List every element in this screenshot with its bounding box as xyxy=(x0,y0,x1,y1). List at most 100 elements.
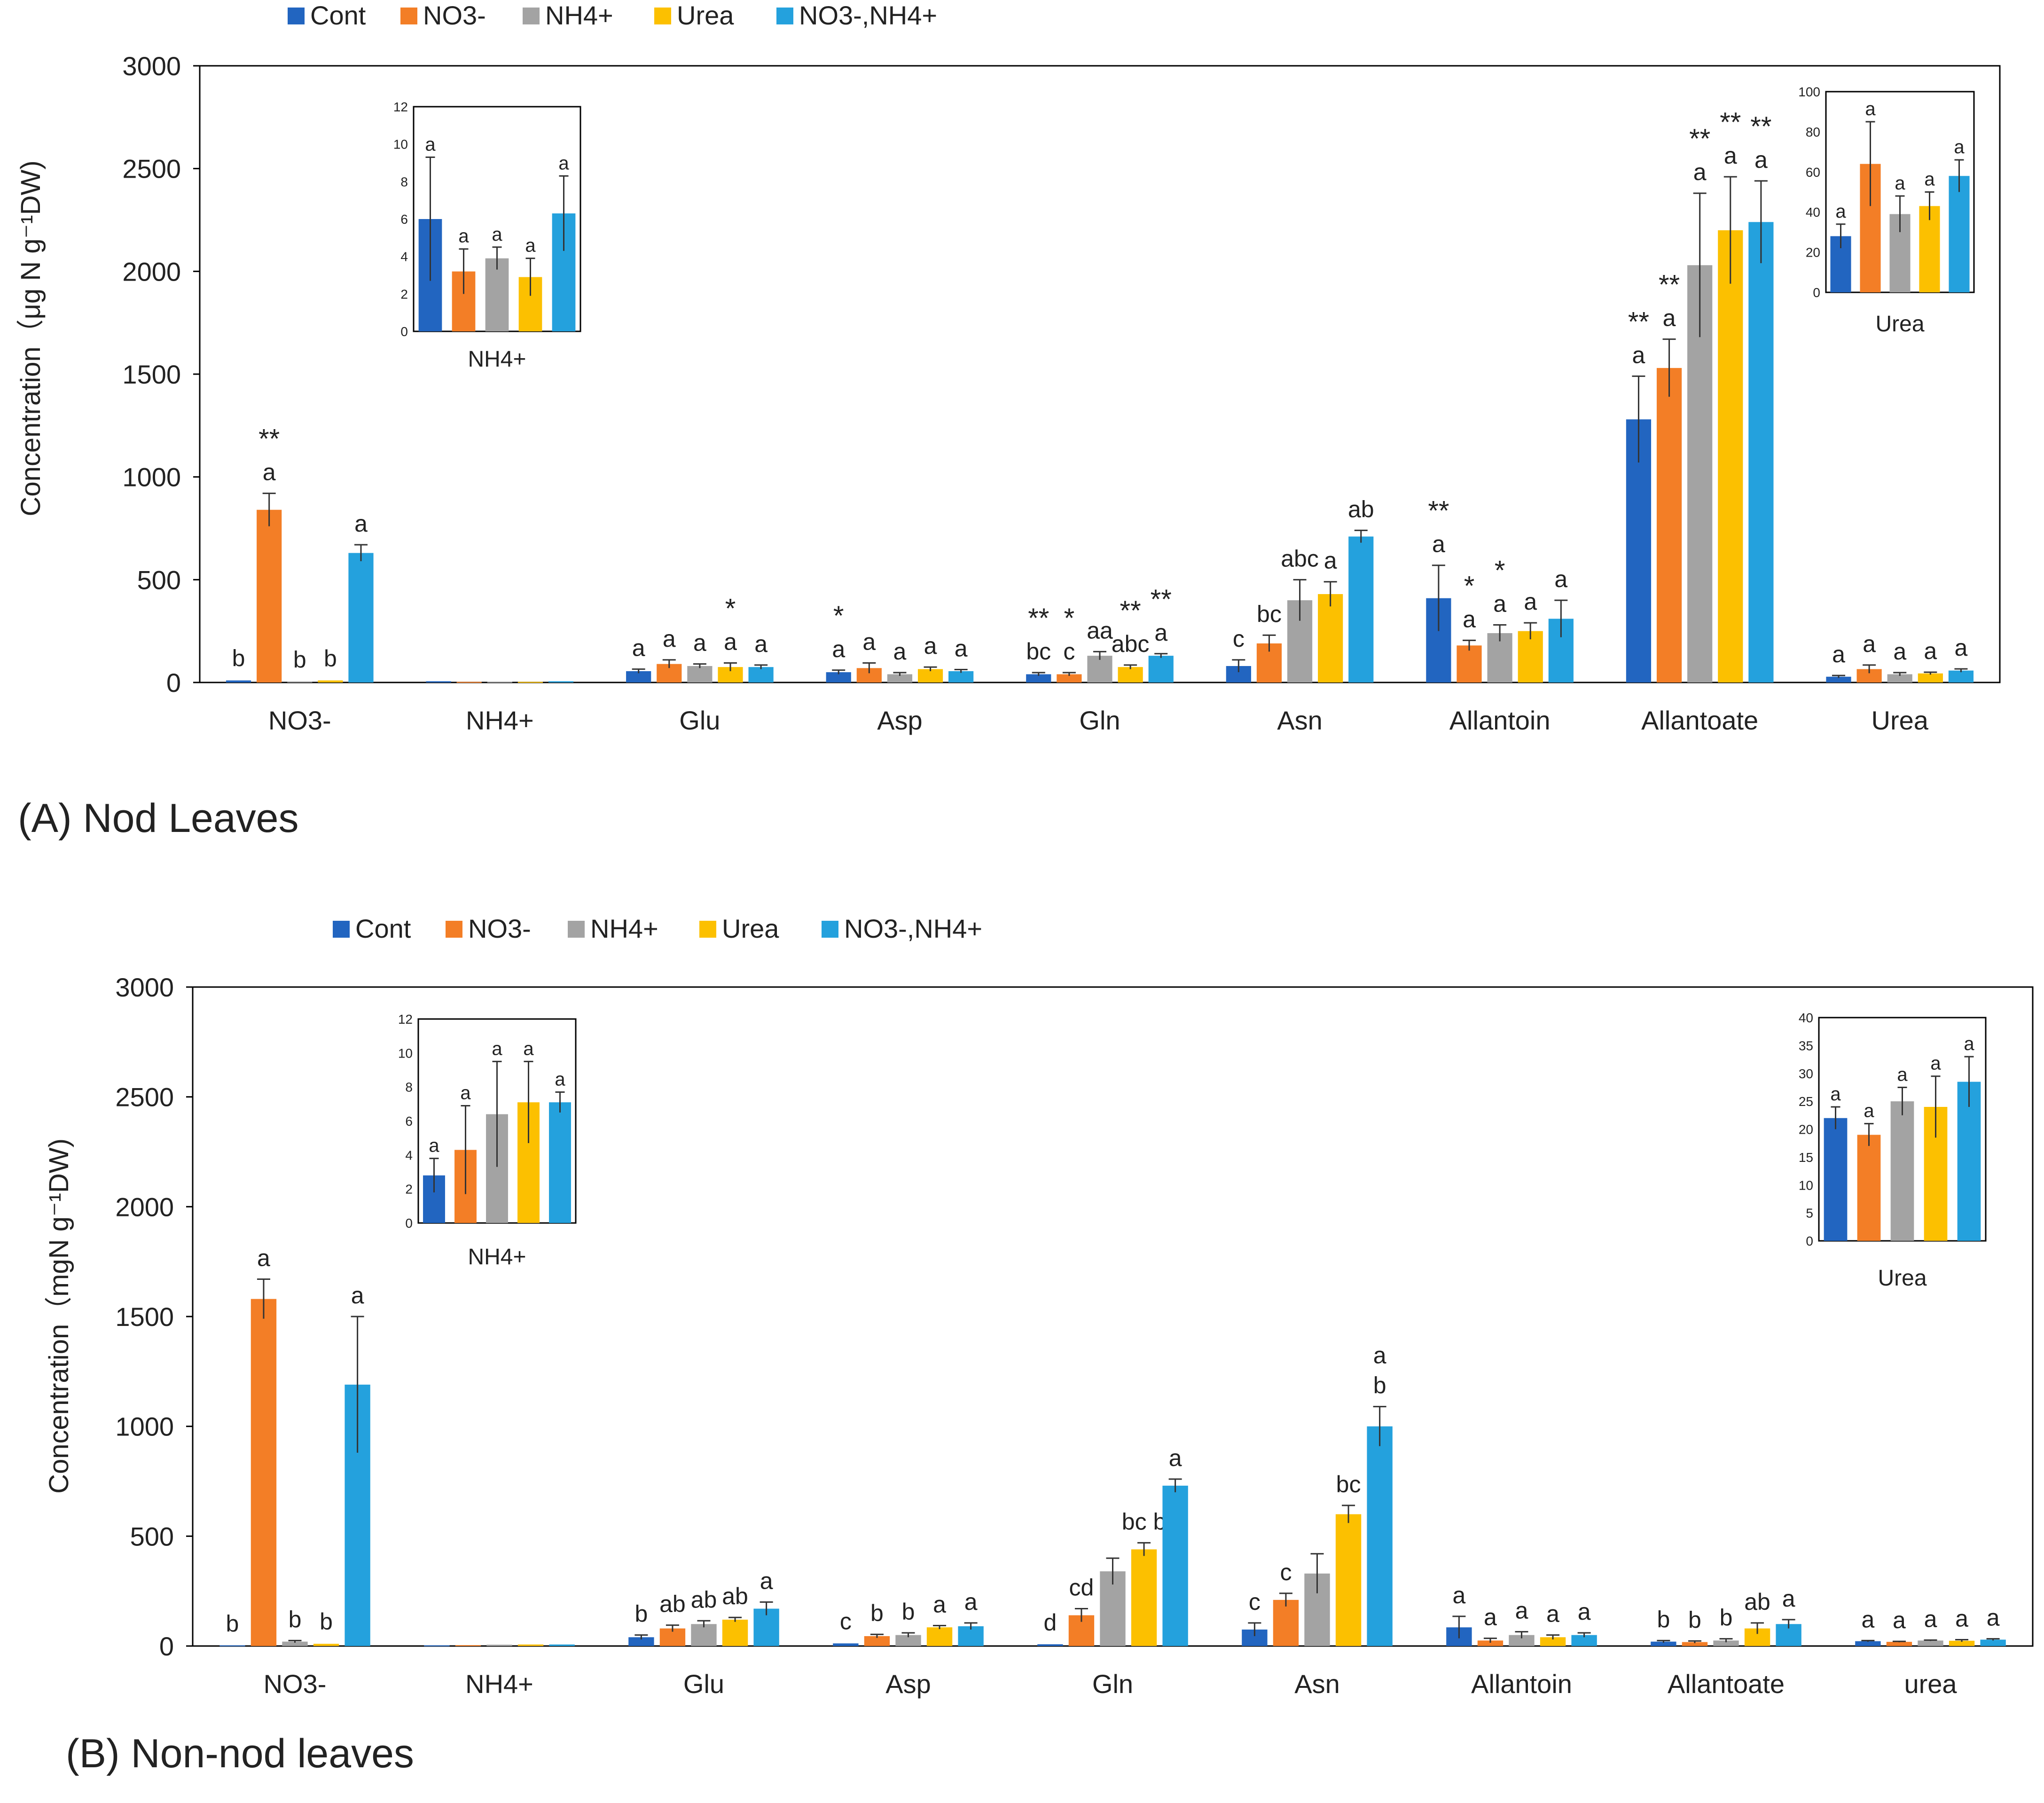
bar xyxy=(257,510,282,682)
bar xyxy=(226,680,251,682)
significance-stars: * xyxy=(1495,556,1505,586)
bar xyxy=(1518,631,1543,682)
legend-swatch xyxy=(446,921,462,938)
y-tick-label: 1500 xyxy=(115,1302,174,1332)
significance-letter: ab xyxy=(722,1583,748,1609)
legend-label: NO3-,NH4+ xyxy=(844,914,982,943)
bar xyxy=(826,672,851,682)
bar xyxy=(486,1645,512,1646)
bar xyxy=(1626,419,1652,682)
significance-stars: * xyxy=(833,601,844,631)
inset-y-tick-label: 6 xyxy=(405,1114,413,1129)
significance-letter: a xyxy=(1924,638,1937,664)
y-tick-label: 3000 xyxy=(122,51,181,81)
x-category-label: NO3- xyxy=(268,706,331,735)
inset-y-tick-label: 30 xyxy=(1799,1066,1813,1081)
bar xyxy=(517,682,543,683)
bar xyxy=(1318,594,1343,682)
inset-y-tick-label: 0 xyxy=(405,1216,413,1231)
y-tick-label: 2000 xyxy=(115,1192,174,1222)
inset-significance-letter: a xyxy=(1895,173,1905,194)
bar xyxy=(833,1643,859,1646)
significance-letter: bc xyxy=(1257,601,1282,627)
bar xyxy=(628,1637,654,1646)
significance-letter: a xyxy=(832,636,845,662)
bar xyxy=(1918,673,1943,682)
significance-letter: c xyxy=(1233,626,1245,652)
bar xyxy=(1540,1637,1566,1646)
significance-stars: ** xyxy=(1428,496,1449,526)
inset-significance-letter: a xyxy=(1930,1053,1941,1074)
significance-letter: a xyxy=(263,459,276,486)
inset-y-tick-label: 35 xyxy=(1799,1038,1813,1053)
significance-letter: a xyxy=(924,633,937,659)
bar xyxy=(1571,1635,1597,1646)
bar xyxy=(926,1627,953,1646)
significance-letter: c xyxy=(1063,638,1075,665)
inset-y-tick-label: 100 xyxy=(1798,85,1820,99)
significance-stars: ** xyxy=(1628,306,1649,337)
significance-letter: bc b xyxy=(1122,1508,1167,1535)
inset-bar xyxy=(1857,1135,1881,1241)
significance-letter: b xyxy=(1688,1607,1701,1633)
significance-letter: abc xyxy=(1112,631,1150,657)
inset-significance-letter: a xyxy=(525,235,536,256)
bar xyxy=(1718,230,1743,682)
y-tick-label: 2500 xyxy=(122,154,181,184)
inset-significance-letter: a xyxy=(1835,201,1846,222)
inset-y-tick-label: 2 xyxy=(400,287,408,301)
y-tick-label: 500 xyxy=(130,1521,174,1551)
inset-significance-letter: a xyxy=(558,153,569,173)
significance-letter: b xyxy=(1657,1606,1670,1632)
bar xyxy=(1026,674,1051,682)
significance-letter: a xyxy=(893,638,907,665)
y-tick-label: 500 xyxy=(137,565,181,595)
significance-letter: a xyxy=(693,630,706,656)
inset-significance-letter: a xyxy=(492,224,502,245)
legend-label: NO3- xyxy=(423,0,486,30)
inset-y-tick-label: 20 xyxy=(1806,245,1820,260)
bar xyxy=(887,674,913,682)
y-axis-label: Concentration（μg N g⁻¹DW) xyxy=(16,160,46,516)
significance-letter: b xyxy=(226,1611,239,1637)
x-category-label: Glu xyxy=(679,706,720,735)
significance-stars: ** xyxy=(1659,270,1680,300)
inset-y-tick-label: 10 xyxy=(398,1046,413,1060)
significance-letter: a xyxy=(663,626,676,652)
bar xyxy=(948,671,974,682)
inset-title: Urea xyxy=(1878,1266,1927,1291)
legend-swatch xyxy=(822,921,838,938)
significance-letter: a xyxy=(1546,1601,1559,1627)
significance-letter: b xyxy=(902,1599,915,1625)
inset-bar xyxy=(1957,1082,1981,1241)
y-tick-label: 3000 xyxy=(115,972,174,1002)
significance-stars: ** xyxy=(1720,107,1741,138)
inset-y-tick-label: 80 xyxy=(1806,125,1820,139)
legend-label: NO3- xyxy=(468,914,531,943)
significance-letter: a xyxy=(1955,1605,1968,1631)
inset-significance-letter: a xyxy=(1964,1034,1974,1054)
bar xyxy=(748,667,774,682)
inset-bar xyxy=(1949,176,1970,292)
significance-stars: * xyxy=(1064,603,1075,634)
inset-y-tick-label: 10 xyxy=(1799,1178,1813,1192)
x-category-label: NO3- xyxy=(264,1669,327,1699)
inset-y-tick-label: 10 xyxy=(393,137,408,152)
inset-significance-letter: a xyxy=(492,1038,502,1059)
y-tick-label: 2000 xyxy=(122,257,181,286)
bar xyxy=(1131,1549,1157,1646)
bar xyxy=(282,1641,308,1646)
inset-y-tick-label: 25 xyxy=(1799,1094,1813,1109)
significance-letter: a xyxy=(754,631,767,657)
legend-label: Urea xyxy=(677,0,734,30)
bar xyxy=(1980,1639,2006,1646)
significance-letter: aa xyxy=(1087,617,1113,643)
significance-letter: c xyxy=(1249,1589,1261,1615)
inset-y-tick-label: 60 xyxy=(1806,165,1820,180)
bar xyxy=(722,1619,748,1646)
inset-title: NH4+ xyxy=(468,347,526,372)
inset-y-tick-label: 5 xyxy=(1806,1206,1813,1221)
bar xyxy=(1855,1641,1881,1646)
significance-letter: a xyxy=(1484,1604,1497,1631)
